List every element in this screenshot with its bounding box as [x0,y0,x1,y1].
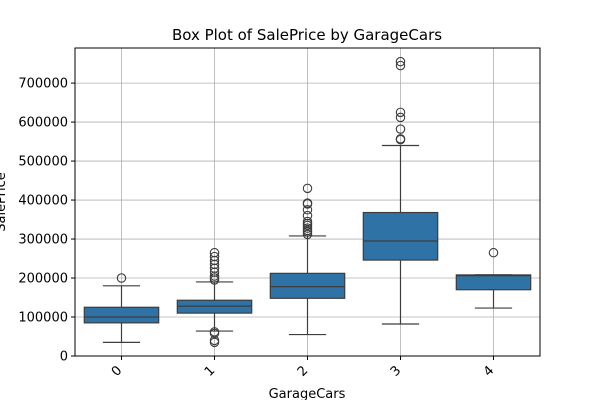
outlier-point [395,112,406,123]
box-iqr [83,306,160,324]
outlier-point [209,255,220,266]
outlier-point [302,210,313,221]
outlier-point [209,263,220,274]
outlier-point [209,271,220,281]
y-tick-label: 700000 [18,77,68,92]
outlier-point [302,216,313,227]
y-axis: 0 100000 200000 300000 400000 500000 600000 700… [18,77,75,365]
outlier-point [302,205,313,215]
outlier-point [302,198,313,208]
box-iqr [362,211,439,261]
y-tick-label: 400000 [18,194,68,209]
y-tick-label: 500000 [18,155,68,170]
outlier-point [302,183,313,194]
outlier-point [209,251,220,262]
outlier-point [395,124,406,134]
y-tick-label: 100000 [18,311,68,326]
outlier-point [395,107,406,118]
box-iqr [269,272,346,299]
box-category-0 [83,273,160,343]
box-category-1 [176,247,253,348]
outlier-point [116,273,127,283]
chart-title: Box Plot of SalePrice by GarageCars [172,26,442,44]
x-axis-label: GarageCars [269,387,346,400]
box-series [83,56,532,348]
box-category-3 [362,56,439,325]
outlier-point [395,60,406,71]
y-tick-label: 600000 [18,116,68,131]
outlier-point [302,229,313,240]
outlier-point [209,259,220,270]
outlier-point [302,225,313,236]
outlier-point [302,223,313,233]
y-tick-label: 200000 [18,272,68,287]
y-tick-label: 300000 [18,233,68,248]
box-category-2 [269,183,346,336]
y-axis-label: SalePrice [0,172,9,232]
outlier-point [488,247,499,258]
outlier-point [395,134,406,144]
box-category-4 [455,247,532,309]
outlier-point [209,267,220,277]
y-tick-label: 0 [60,350,68,365]
box-iqr [455,274,532,291]
outlier-point [395,56,406,67]
outlier-point [209,247,220,258]
outlier-point [209,327,220,337]
